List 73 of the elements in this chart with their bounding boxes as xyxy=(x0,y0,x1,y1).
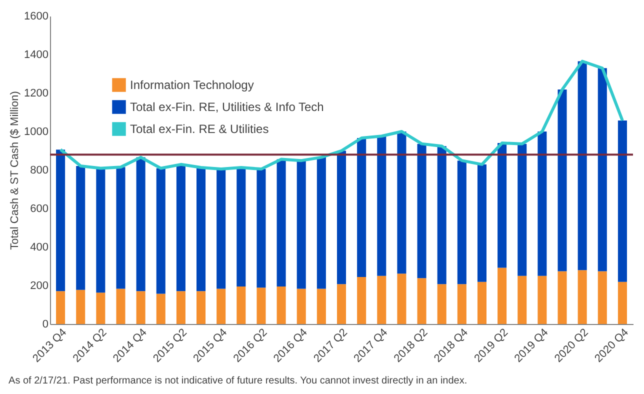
legend-label: Total ex-Fin. RE, Utilities & Info Tech xyxy=(130,100,324,114)
bar xyxy=(558,271,567,324)
y-tick-label: 1000 xyxy=(24,126,48,138)
bar xyxy=(96,292,106,324)
bar xyxy=(397,132,406,274)
y-axis-title: Total Cash & ST Cash ($ Million) xyxy=(9,91,22,250)
bar xyxy=(116,167,126,289)
bar xyxy=(538,276,547,324)
bar xyxy=(196,167,206,292)
bar xyxy=(558,90,567,272)
bar xyxy=(336,150,346,284)
y-tick-label: 0 xyxy=(42,318,48,330)
bar xyxy=(176,164,186,292)
bar xyxy=(598,68,607,272)
bar xyxy=(336,284,346,324)
bar xyxy=(56,150,66,292)
bar xyxy=(136,291,146,324)
bar xyxy=(357,138,366,278)
bar xyxy=(276,286,286,324)
bar xyxy=(377,136,386,276)
bar xyxy=(216,288,226,324)
bar xyxy=(276,159,286,286)
bar xyxy=(56,291,66,324)
bar xyxy=(518,144,527,276)
bar xyxy=(296,288,306,324)
bar xyxy=(618,120,627,282)
bar xyxy=(477,164,486,282)
legend-label: Total ex-Fin. RE & Utilities xyxy=(130,122,269,136)
y-tick-label: 400 xyxy=(30,242,48,254)
bar xyxy=(598,271,607,324)
bar xyxy=(256,288,266,324)
bar xyxy=(457,160,466,284)
bar xyxy=(457,284,466,324)
bar xyxy=(236,286,246,324)
bar xyxy=(437,146,446,284)
line-series xyxy=(59,60,624,171)
bar xyxy=(216,169,226,289)
bar xyxy=(498,143,507,268)
bar xyxy=(437,284,446,324)
bar xyxy=(296,160,306,289)
bar xyxy=(357,277,366,324)
y-tick-label: 200 xyxy=(30,280,48,292)
bar xyxy=(538,132,547,276)
text: As of 2/17/21. Past performance is not indicative of future results. You cannot invest directly in an index. xyxy=(8,376,468,387)
bar xyxy=(256,169,266,288)
bar xyxy=(176,291,186,324)
bar xyxy=(156,168,166,294)
bar xyxy=(417,144,426,278)
bar xyxy=(477,282,486,324)
bar xyxy=(316,288,326,324)
bar xyxy=(236,167,246,286)
bar xyxy=(377,276,386,324)
bar xyxy=(518,276,527,324)
bar xyxy=(417,278,426,324)
bar xyxy=(618,282,627,324)
bar xyxy=(578,270,587,324)
bar xyxy=(578,61,587,270)
bar xyxy=(96,168,106,293)
bar xyxy=(156,294,166,324)
bar xyxy=(136,157,146,292)
y-tick-label: 800 xyxy=(30,164,48,176)
bar xyxy=(116,288,126,324)
bar xyxy=(397,274,406,324)
y-tick-label: 1200 xyxy=(24,88,48,100)
bar xyxy=(76,290,86,324)
legend-label: Information Technology xyxy=(130,78,254,92)
bar xyxy=(196,291,206,324)
y-tick-label: 600 xyxy=(30,203,48,215)
bar xyxy=(76,166,86,290)
bar xyxy=(498,268,507,324)
y-tick-label: 1400 xyxy=(24,49,48,61)
bar xyxy=(316,157,326,289)
y-tick-label: 1600 xyxy=(24,10,48,22)
